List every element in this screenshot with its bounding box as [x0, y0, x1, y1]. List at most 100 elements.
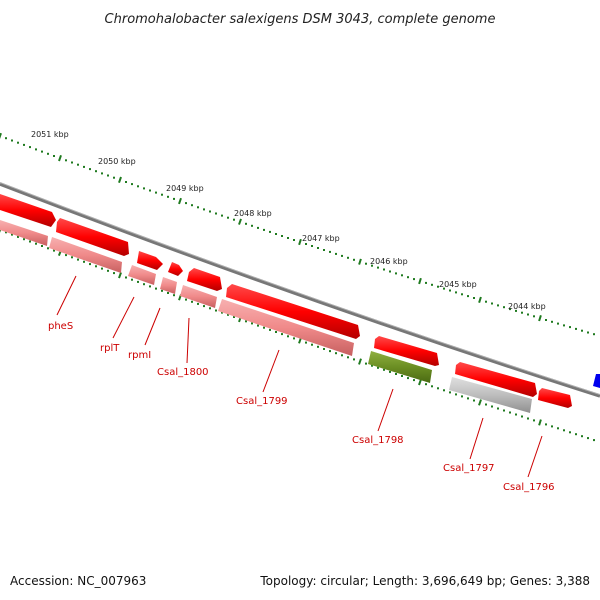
outer-scale-dot — [395, 272, 397, 275]
gene-red-2[interactable] — [56, 218, 129, 256]
inner-scale-dot — [143, 283, 145, 286]
outer-scale-dot — [215, 212, 217, 215]
gene-red-3[interactable] — [137, 251, 163, 270]
outer-scale-dot — [155, 191, 157, 194]
outer-scale-dot — [275, 233, 277, 235]
scale-label-2049: 2049 kbp — [166, 184, 204, 193]
outer-scale-dot — [491, 302, 493, 305]
inner-scale-dot — [311, 343, 313, 346]
outer-scale-dot — [461, 293, 463, 296]
outer-scale-dot — [35, 148, 37, 151]
gene-pink-5[interactable] — [180, 285, 217, 308]
map-title: Chromohalobacter salexigens DSM 3043, co… — [105, 12, 496, 27]
outer-scale-dot — [509, 308, 511, 311]
inner-scale-dot — [167, 292, 169, 294]
inner-scale-dot — [95, 265, 97, 268]
inner-scale-dot — [389, 370, 391, 373]
outer-scale-dot — [251, 224, 253, 227]
inner-scale-dot — [341, 354, 343, 357]
inner-scale-dot — [395, 373, 397, 375]
outer-scale-dot — [203, 208, 205, 211]
label-leaders — [56, 275, 543, 478]
outer-scale-tick — [358, 258, 362, 265]
gene-label-csal-1799: Csal_1799 — [236, 396, 288, 407]
outer-scale-dot — [269, 230, 271, 233]
gene-red-5[interactable] — [187, 268, 222, 291]
inner-scale-dot — [29, 240, 31, 243]
outer-scale-dot — [161, 193, 163, 196]
inner-scale-dot — [233, 316, 235, 318]
inner-scale-dot — [305, 341, 307, 344]
gene-red-6[interactable] — [226, 284, 360, 339]
outer-scale-dot — [5, 137, 7, 140]
gene-blue[interactable] — [593, 374, 600, 388]
scale-label-2051: 2051 kbp — [31, 130, 69, 139]
inner-scale-dot — [563, 429, 565, 432]
gene-label-csal-1797: Csal_1797 — [443, 463, 495, 474]
inner-scale-dot — [473, 399, 475, 402]
outer-scale-dot — [83, 165, 85, 168]
inner-scale-dot — [365, 362, 367, 365]
outer-scale-dot — [341, 254, 343, 257]
outer-scale-dot — [371, 264, 373, 267]
outer-scale-dot — [23, 143, 25, 146]
inner-scale-dot — [251, 322, 253, 325]
inner-scale-dot — [323, 348, 325, 350]
outer-scale-dot — [323, 249, 325, 251]
inner-scale-dot — [89, 263, 91, 266]
inner-scale-dot — [77, 258, 79, 261]
inner-scale-dot — [275, 331, 277, 333]
inner-scale-dot — [269, 328, 271, 331]
gene-pink-1[interactable] — [0, 220, 48, 246]
gene-red-7[interactable] — [374, 336, 439, 366]
gene-pink-3[interactable] — [128, 265, 156, 285]
outer-scale-dot — [449, 289, 451, 292]
outer-scale-dot — [89, 168, 91, 171]
inner-scale-dot — [293, 337, 295, 340]
inner-scale-dot — [215, 309, 217, 312]
inner-scale-dot — [413, 379, 415, 382]
outer-scale-dot — [47, 152, 49, 155]
inner-scale-dot — [431, 385, 433, 388]
outer-scale-dot — [377, 266, 379, 269]
inner-scale-dot — [209, 307, 211, 310]
gene-red-1[interactable] — [0, 194, 56, 227]
scale-label-2045: 2045 kbp — [439, 280, 477, 289]
inner-scale-ticks — [0, 226, 542, 426]
outer-scale-dot — [353, 258, 355, 261]
outer-scale-dot — [545, 319, 547, 321]
outer-scale-dot — [593, 333, 595, 336]
gene-green[interactable] — [368, 351, 432, 383]
inner-scale-tick — [118, 272, 122, 279]
outer-scale-dot — [29, 146, 31, 149]
outer-scale-dot — [515, 309, 517, 312]
gene-red-4[interactable] — [168, 262, 183, 276]
inner-scale-dot — [425, 383, 427, 386]
outer-scale-dot — [443, 287, 445, 290]
gene-pink-2[interactable] — [49, 237, 122, 273]
outer-scale-dot — [209, 210, 211, 213]
inner-scale-dot — [173, 294, 175, 297]
outer-scale-tick — [238, 218, 242, 225]
inner-scale-dot — [515, 413, 517, 416]
outer-scale-dot — [413, 278, 415, 281]
gene-pink-6[interactable] — [218, 299, 354, 356]
outer-scale-dot — [485, 300, 487, 303]
gene-pink-4[interactable] — [160, 277, 177, 294]
outer-scale-dot — [125, 181, 127, 183]
inner-scale-dot — [377, 366, 379, 369]
inner-scale-dot — [497, 407, 499, 410]
inner-scale-dot — [23, 238, 25, 241]
gene-grey[interactable] — [449, 377, 532, 413]
outer-scale-dot — [143, 187, 145, 190]
inner-scale-dot — [485, 403, 487, 406]
outer-scale-dot — [389, 270, 391, 273]
inner-scale-dot — [401, 375, 403, 377]
scale-ticks — [0, 132, 542, 322]
outer-scale-tick — [418, 277, 422, 285]
inner-scale-dot — [161, 289, 163, 292]
gene-red-8[interactable] — [455, 362, 537, 397]
gene-red-9[interactable] — [538, 388, 572, 408]
outer-scale-dot — [521, 311, 523, 314]
outer-scale-dot — [563, 324, 565, 327]
